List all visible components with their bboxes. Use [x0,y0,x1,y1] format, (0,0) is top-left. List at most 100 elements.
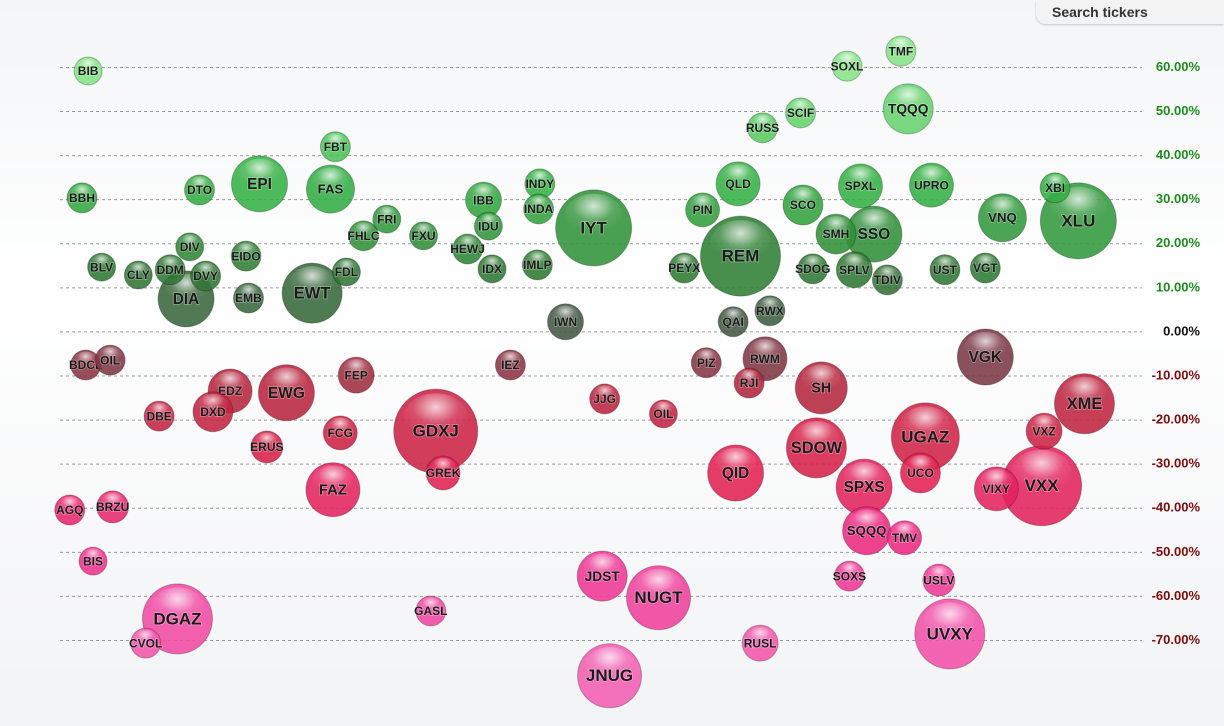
ticker-label: HEWJ [450,242,485,256]
ticker-label: VGT [973,261,998,275]
bubble-highlight [840,253,868,274]
bubble-group: DBE [143,400,175,432]
ticker-label: XME [1067,395,1103,413]
bubble-highlight [312,465,354,496]
bubble-highlight [430,457,456,477]
bubble-highlight [891,522,918,542]
bubble-group: QAI [717,306,749,338]
bubble-highlight [98,346,122,364]
bubble-highlight [158,256,182,273]
bubble-highlight [551,305,579,326]
y-tick-label: -60.00% [1152,588,1201,603]
ticker-label: SPXS [844,479,885,496]
bubble-group: TDIV [871,264,903,296]
bubble-highlight [237,284,260,301]
ticker-label: FAZ [319,483,347,499]
bubble-group: CVOL [128,627,163,659]
ticker-label: DIA [173,291,200,308]
bubble-group: SSO [845,205,903,263]
bubble-group: SOXL [830,50,864,82]
bubble-group: FRI [372,204,402,234]
ticker-label: FCG [328,426,353,440]
bubble-highlight [835,52,859,70]
bubble-group: AGQ [54,494,86,526]
ticker-label: IBB [473,193,494,207]
ticker-label: USLV [923,573,954,587]
bubble-highlight [758,297,782,314]
ticker-label: SCIF [787,106,814,120]
bubble-group: XLU [1039,182,1117,260]
bubble-group: PIN [685,192,721,228]
bubble-group: BLV [87,252,117,282]
bubble-group: VXZ [1025,412,1063,450]
ticker-label: JNUG [586,666,633,685]
bubble-group: IBB [464,181,502,219]
bubble-group: BRZU [95,490,130,524]
bubble-group: USLV [922,563,956,597]
bubble-group: VGT [969,252,1001,284]
bubble-highlight [254,432,279,451]
ticker-label: DIV [180,240,200,254]
ticker-label: SDOG [795,262,830,276]
bubble-highlight [852,208,895,240]
bubble-group: TQQQ [882,83,934,135]
bubble-group: HEWJ [449,233,486,265]
bubble-group: PEYX [667,252,701,284]
bubble-highlight [1011,449,1072,494]
bubble-group: FDL [331,257,361,287]
ticker-label: JDST [585,569,621,584]
bubble-highlight [404,393,468,440]
bubble-group: VGK [956,328,1014,386]
ticker-label: SSO [858,226,891,243]
bubble-highlight [477,213,499,229]
bubble-group: DXD [192,391,234,433]
search-box[interactable]: Search tickers [1036,0,1224,24]
ticker-label: SCO [790,198,816,212]
ticker-label: SOXS [833,569,866,583]
ticker-label: UVXY [927,624,974,643]
bubble-group: TMV [887,520,923,556]
ticker-label: OIL [100,353,120,367]
bubble-highlight [352,222,375,239]
bubble-highlight [413,223,435,239]
bubble-group: SPXS [835,458,893,516]
bubble-highlight [923,602,977,641]
ticker-label: DBE [146,409,171,423]
ticker-label: TQQQ [888,102,929,117]
bubble-group: JJG [589,383,621,415]
ticker-label: SMH [823,227,850,241]
bubble-highlight [652,401,674,417]
bubble-group: XME [1053,373,1115,435]
bubble-group: UGAZ [890,402,960,472]
ticker-label: RUSL [744,636,777,650]
bubble-group: VXX [1001,445,1083,527]
y-tick-label: 60.00% [1156,59,1201,74]
ticker-label: DXD [200,405,226,419]
ticker-label: BBH [69,191,95,205]
ticker-label: DVY [193,269,218,283]
bubble-group: JNUG [577,643,643,709]
bubble-highlight [751,114,774,131]
bubble-group: INDY [524,168,556,200]
bubble-group: FAZ [305,462,361,518]
bubble-highlight [147,402,171,420]
bubble-group: EIDO [230,240,262,272]
ticker-label: VXZ [1032,424,1055,438]
bubble-highlight [289,266,335,300]
bubble-group: OIL [648,399,678,429]
bubble-group: UVXY [914,598,986,670]
ticker-label: REM [722,247,760,266]
bubble-group: DIV [175,232,205,262]
bubble-highlight [974,254,997,272]
ticker-label: TMF [889,44,914,58]
ticker-label: GDXJ [413,422,459,441]
bubble-group: QLD [715,161,761,207]
ticker-label: TMV [892,531,917,545]
bubble-highlight [100,492,125,511]
ticker-label: EMB [235,291,262,305]
ticker-label: CVOL [129,636,162,650]
ticker-label: QID [722,465,749,482]
bubble-group: GREK [425,455,462,491]
ticker-label: RWX [756,304,784,318]
